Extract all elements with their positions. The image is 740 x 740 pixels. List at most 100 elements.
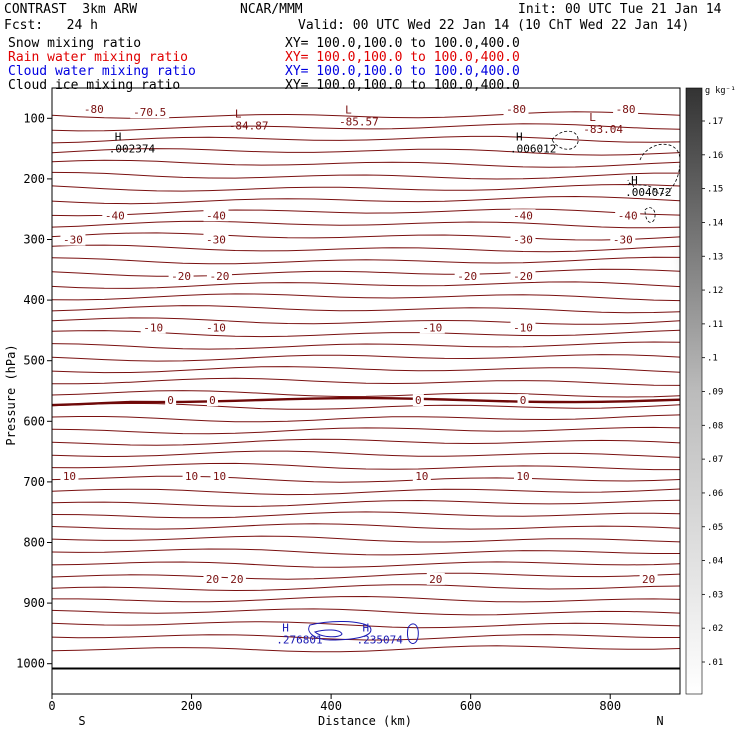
isotherm-label-bg [206, 269, 232, 282]
field-xy-cloud-water: XY= 100.0,100.0 to 100.0,400.0 [285, 64, 520, 79]
isotherm-line [52, 499, 680, 507]
isotherm-line [52, 305, 680, 314]
x-tick-label: 400 [320, 699, 342, 713]
isotherm-line [52, 281, 680, 289]
isotherm-label: 20 [206, 573, 219, 586]
y-tick-label: 300 [23, 233, 45, 247]
isotherm-line [52, 293, 680, 302]
cloud-water-contour [308, 621, 372, 641]
colorbar-tick-label: .01 [707, 658, 723, 668]
isotherm-label: -10 [422, 321, 442, 334]
extremum-marker: H [282, 621, 289, 634]
extremum-value: .276801 [276, 633, 322, 646]
isotherm-label-bg [182, 469, 201, 482]
isotherm-label: -10 [513, 321, 533, 334]
isotherm-label: -40 [618, 209, 638, 222]
isotherm-line [52, 354, 680, 362]
extremum-marker: L [235, 108, 242, 121]
isotherm-label-bg [203, 321, 229, 334]
isotherm-label-bg [517, 394, 529, 407]
isotherm-label: 0 [415, 394, 422, 407]
isotherm-line [52, 595, 680, 603]
extremum-value: .006012 [510, 143, 556, 156]
isotherm-line [52, 561, 680, 568]
isotherm-label-bg [412, 469, 431, 482]
isotherm-label-bg [615, 209, 641, 222]
isotherm-line [52, 256, 680, 265]
isotherm-line [52, 377, 680, 386]
x-tick-label: 600 [460, 699, 482, 713]
colorbar-tick-label: .14 [707, 218, 723, 228]
isotherm-label-bg [210, 469, 229, 482]
field-xy-rain: XY= 100.0,100.0 to 100.0,400.0 [285, 50, 520, 65]
snow-shading [645, 171, 680, 319]
freezing-isotherm [52, 396, 680, 407]
isotherm-line [52, 584, 680, 592]
field-label-cloud-water: Cloud water mixing ratio [8, 64, 196, 79]
isotherm-line [52, 244, 680, 253]
isotherm-label: 0 [520, 394, 527, 407]
field-label-rain: Rain water mixing ratio [8, 50, 189, 65]
isotherm-label-bg [165, 394, 177, 407]
extremum-value: -85.57 [339, 115, 379, 128]
cloud-water-contour [313, 629, 343, 638]
isotherm-label: -20 [457, 270, 477, 283]
x-tick-label: 200 [181, 699, 203, 713]
isotherm-label-bg [102, 209, 128, 222]
isotherm-line [52, 366, 680, 374]
isotherm-line [52, 208, 680, 217]
y-tick-label: 100 [23, 111, 45, 125]
isotherm-label: -30 [206, 234, 226, 247]
field-xy-cloud-ice: XY= 100.0,100.0 to 100.0,400.0 [285, 78, 520, 93]
y-tick-label: 500 [23, 354, 45, 368]
colorbar-tick-label: .02 [707, 624, 723, 634]
isotherm-label: 20 [230, 573, 243, 586]
y-tick-label: 200 [23, 172, 45, 186]
isotherm-label: -40 [206, 209, 226, 222]
forecast-hour: Fcst: 24 h [4, 18, 98, 33]
isotherm-line [52, 317, 680, 325]
isotherm-label-bg [426, 572, 445, 585]
isotherm-label-bg [203, 209, 229, 222]
cloud-ice-contour [551, 130, 579, 150]
y-tick-label: 700 [23, 475, 45, 489]
y-tick-label: 400 [23, 293, 45, 307]
isotherm-line [52, 123, 680, 132]
colorbar-tick-label: .05 [707, 523, 723, 533]
isotherm-label-bg [503, 103, 529, 116]
isotherm-label-bg [510, 321, 536, 334]
y-tick-label: 900 [23, 596, 45, 610]
colorbar-tick-label: .07 [707, 455, 723, 465]
isotherm-line [52, 523, 680, 530]
isotherm-line [52, 426, 680, 435]
x-tick-label: 0 [48, 699, 55, 713]
isotherm-line [52, 148, 680, 156]
isotherm-label-bg [168, 269, 194, 282]
y-tick-label: 600 [23, 414, 45, 428]
isotherm-label-bg [412, 394, 424, 407]
isotherm-line [52, 135, 680, 144]
isotherm-label-bg [639, 572, 658, 585]
field-xy-snow: XY= 100.0,100.0 to 100.0,400.0 [285, 36, 520, 51]
isotherm-line [52, 572, 680, 580]
plot-frame [51, 87, 681, 695]
isotherm-label-bg [454, 269, 480, 282]
isotherm-label: 0 [167, 394, 174, 407]
colorbar-tick-label: .09 [707, 388, 723, 398]
extremum-marker: H [115, 131, 122, 144]
cloud-ice-contour [644, 207, 656, 223]
isotherm-label: 10 [63, 470, 76, 483]
isotherm-line [52, 341, 680, 350]
isotherm-label-bg [510, 269, 536, 282]
extremum-marker: H [516, 131, 523, 144]
isotherm-label-bg [206, 394, 218, 407]
valid-time: Valid: 00 UTC Wed 22 Jan 14 (10 ChT Wed … [298, 18, 690, 33]
isotherm-label: 10 [213, 470, 226, 483]
isotherm-line [52, 402, 680, 410]
isotherm-label-bg [81, 103, 107, 116]
isotherm-label-bg [613, 103, 639, 116]
endpoint-left: S [78, 714, 85, 728]
field-label-cloud-ice: Cloud ice mixing ratio [8, 78, 181, 93]
extremum-value: .002374 [109, 143, 156, 156]
